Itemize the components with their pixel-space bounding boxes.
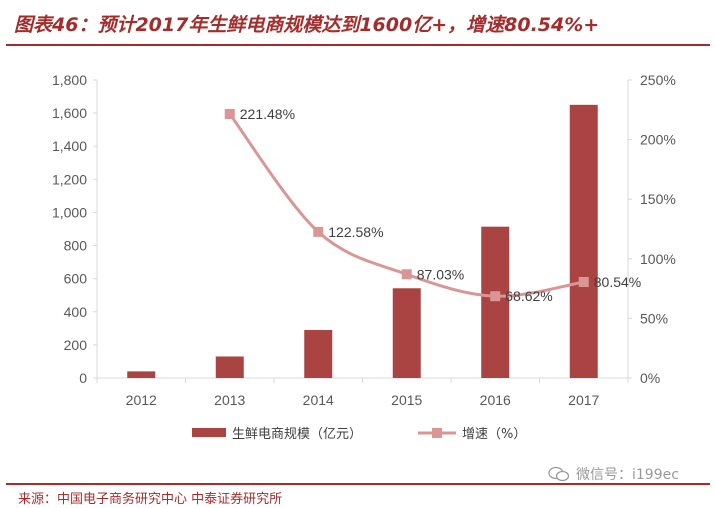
growth-marker-2014 — [313, 226, 324, 237]
source-note: 来源：中国电子商务研究中心 中泰证券研究所 — [18, 492, 283, 507]
legend-bar-label: 生鲜电商规模（亿元） — [232, 427, 362, 442]
bar-2012 — [127, 371, 156, 378]
growth-marker-2016 — [490, 291, 501, 302]
y-left-tick-label: 200 — [64, 337, 88, 353]
growth-marker-2017 — [578, 276, 589, 287]
y-right-tick-label: 50% — [640, 310, 668, 326]
growth-data-label: 68.62% — [505, 288, 552, 304]
growth-marker-2015 — [401, 269, 412, 280]
growth-data-label: 87.03% — [417, 266, 464, 282]
y-left-tick-label: 1,400 — [52, 138, 87, 154]
watermark-text: 微信号：i199ec — [576, 467, 679, 483]
y-left-tick-label: 1,000 — [52, 204, 87, 220]
x-tick-label: 2013 — [214, 392, 245, 408]
y-left-tick-label: 0 — [79, 370, 87, 386]
y-left-tick-label: 400 — [64, 304, 88, 320]
bar-2016 — [481, 226, 510, 378]
y-left-tick-label: 1,600 — [52, 105, 87, 121]
footer-divider — [6, 483, 710, 485]
y-right-tick-label: 200% — [640, 132, 676, 148]
y-right-tick-label: 250% — [640, 72, 676, 88]
x-tick-label: 2017 — [568, 392, 599, 408]
chart-title: 图表46：预计2017年生鲜电商规模达到1600亿+，增速80.54%+ — [14, 14, 600, 36]
x-tick-label: 2012 — [126, 392, 157, 408]
growth-data-label: 221.48% — [240, 106, 295, 122]
y-right-tick-label: 150% — [640, 191, 676, 207]
bar-2015 — [392, 288, 421, 378]
y-left-tick-label: 1,800 — [52, 72, 87, 88]
y-left-tick-label: 1,200 — [52, 171, 87, 187]
legend-line-label: 增速（%） — [462, 427, 526, 442]
growth-data-label: 80.54% — [594, 274, 641, 290]
y-right-tick-label: 0% — [640, 370, 660, 386]
growth-marker-2013 — [224, 108, 235, 119]
bar-2014 — [304, 329, 333, 378]
y-left-tick-label: 600 — [64, 271, 88, 287]
bar-2017 — [569, 104, 598, 378]
y-left-tick-label: 800 — [64, 238, 88, 254]
y-right-tick-label: 100% — [640, 251, 676, 267]
x-tick-label: 2015 — [391, 392, 422, 408]
title-bar: 图表46：预计2017年生鲜电商规模达到1600亿+，增速80.54%+ — [6, 0, 710, 46]
legend-bar-swatch — [192, 428, 226, 437]
x-tick-label: 2014 — [303, 392, 334, 408]
x-tick-label: 2016 — [480, 392, 511, 408]
legend-line-marker — [432, 428, 442, 438]
growth-rate-line — [228, 113, 584, 298]
watermark: 微信号：i199ec — [548, 464, 679, 484]
wechat-icon — [548, 466, 570, 482]
bar-2013 — [215, 356, 244, 378]
growth-data-label: 122.58% — [328, 224, 383, 240]
